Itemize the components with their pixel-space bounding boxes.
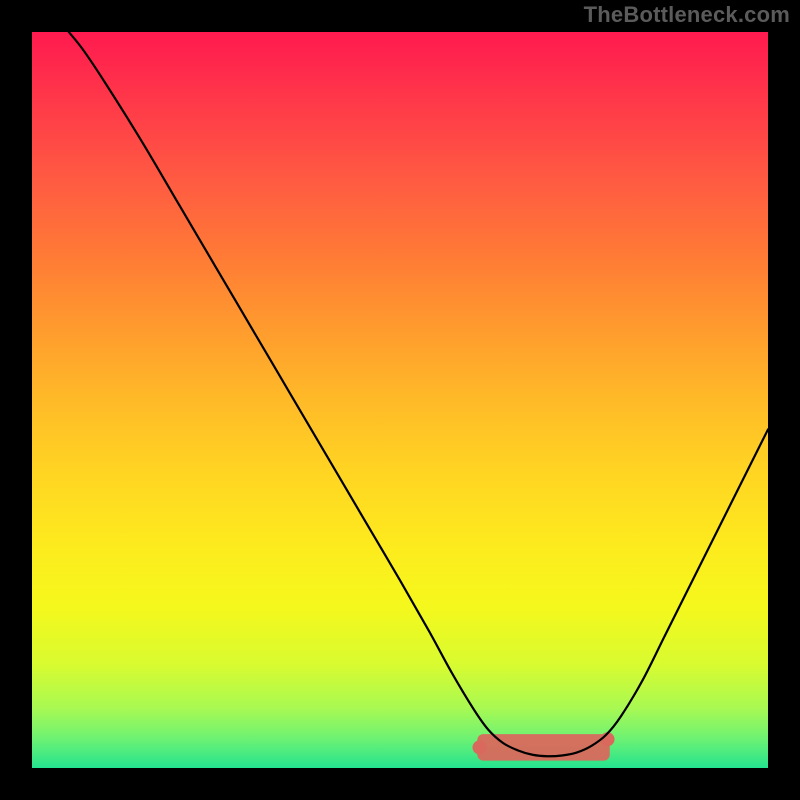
plot-area (32, 32, 768, 768)
watermark-text: TheBottleneck.com (584, 2, 790, 28)
chart-frame: TheBottleneck.com (0, 0, 800, 800)
highlight-dot-left (472, 740, 486, 754)
chart-svg (32, 32, 768, 768)
